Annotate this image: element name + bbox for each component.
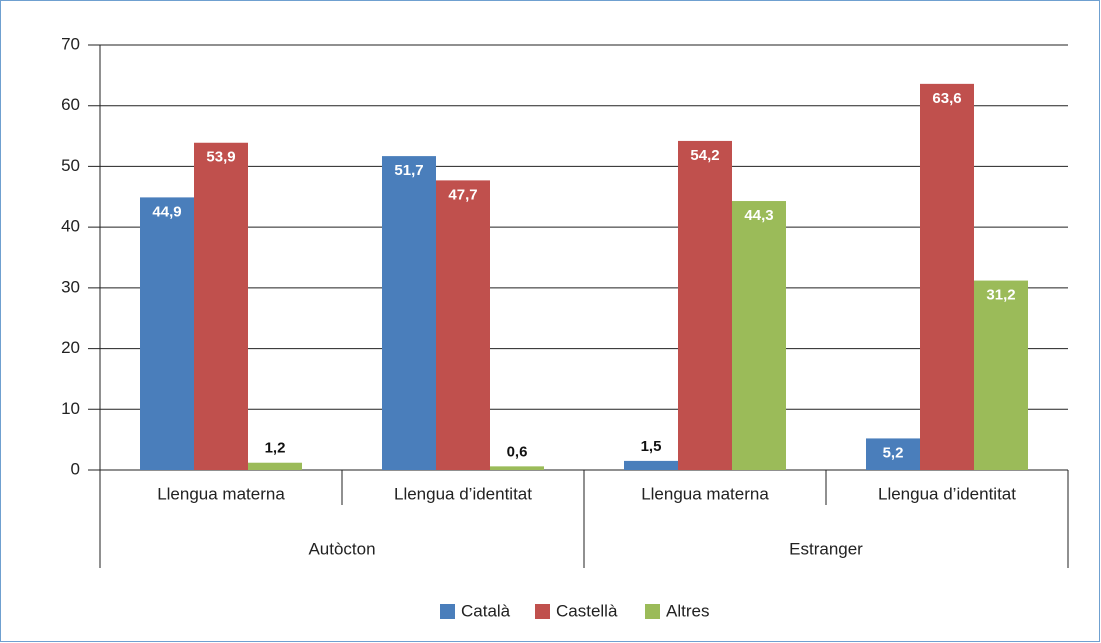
value-label: 63,6	[932, 90, 961, 107]
value-label: 1,2	[265, 440, 286, 457]
bar	[732, 201, 786, 471]
y-tick-label: 50	[61, 156, 80, 175]
value-label: 51,7	[394, 162, 423, 179]
bar	[248, 462, 302, 470]
value-label: 1,5	[641, 438, 662, 455]
value-label: 31,2	[986, 287, 1015, 304]
bar	[866, 438, 920, 470]
x-tick-label: Llengua materna	[641, 484, 769, 503]
x-tick-label: Llengua d’identitat	[394, 484, 532, 503]
bar	[920, 83, 974, 470]
y-tick-label: 70	[61, 34, 80, 53]
value-label: 5,2	[883, 444, 904, 461]
value-label: 53,9	[206, 149, 235, 166]
y-tick-label: 30	[61, 277, 80, 296]
value-label: 0,6	[507, 443, 528, 460]
y-tick-label: 20	[61, 338, 80, 357]
bar	[678, 140, 732, 470]
x-tick-label: Llengua d’identitat	[878, 484, 1016, 503]
bar	[194, 142, 248, 470]
legend-label: Altres	[666, 601, 709, 620]
legend-label: Català	[461, 601, 511, 620]
y-tick-label: 10	[61, 399, 80, 418]
value-label: 54,2	[690, 147, 719, 164]
x-tick-label: Llengua materna	[157, 484, 285, 503]
bar	[974, 280, 1028, 470]
y-tick-label: 0	[71, 459, 80, 478]
legend-swatch	[535, 604, 550, 619]
y-tick-label: 60	[61, 95, 80, 114]
group-label: Estranger	[789, 539, 863, 558]
legend-swatch	[440, 604, 455, 619]
bar	[436, 180, 490, 470]
y-tick-label: 40	[61, 217, 80, 236]
legend-swatch	[645, 604, 660, 619]
value-label: 44,3	[744, 207, 773, 224]
bar	[140, 197, 194, 470]
legend-label: Castellà	[556, 601, 618, 620]
group-label: Autòcton	[308, 539, 375, 558]
bar	[382, 156, 436, 470]
bar	[624, 460, 678, 470]
bar	[490, 466, 544, 470]
value-label: 47,7	[448, 186, 477, 203]
value-label: 44,9	[152, 203, 181, 220]
